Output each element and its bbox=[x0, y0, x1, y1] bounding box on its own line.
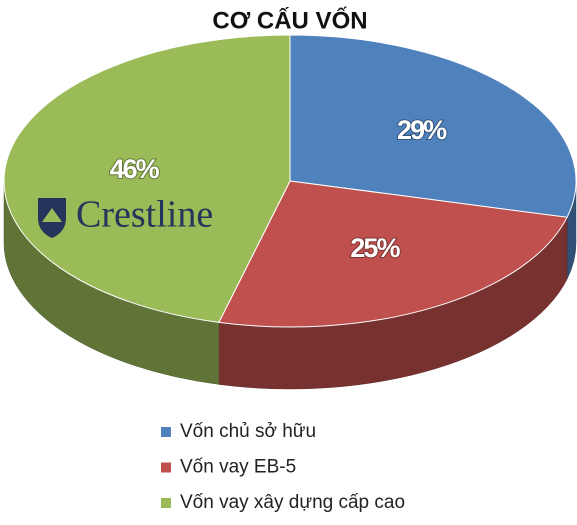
data-label: 25% bbox=[350, 233, 400, 263]
chart-title: CƠ CẤU VỐN bbox=[212, 6, 367, 34]
legend-label: Vốn vay xây dựng cấp cao bbox=[180, 492, 405, 513]
legend-swatch bbox=[161, 462, 171, 473]
logo-peak bbox=[42, 208, 62, 222]
slice bbox=[289, 34, 577, 218]
slice bbox=[3, 34, 291, 323]
data-label: 29% bbox=[397, 115, 447, 145]
legend-swatch bbox=[161, 498, 171, 508]
legend-swatch bbox=[161, 427, 171, 437]
data-label: 46% bbox=[110, 154, 160, 184]
slice bbox=[218, 180, 568, 328]
watermark-text: Crestline bbox=[76, 194, 213, 236]
watermark: Crestline bbox=[38, 194, 213, 238]
legend-label: Vốn chủ sở hữu bbox=[180, 421, 316, 442]
legend-label: Vốn vay EB-5 bbox=[180, 457, 296, 478]
